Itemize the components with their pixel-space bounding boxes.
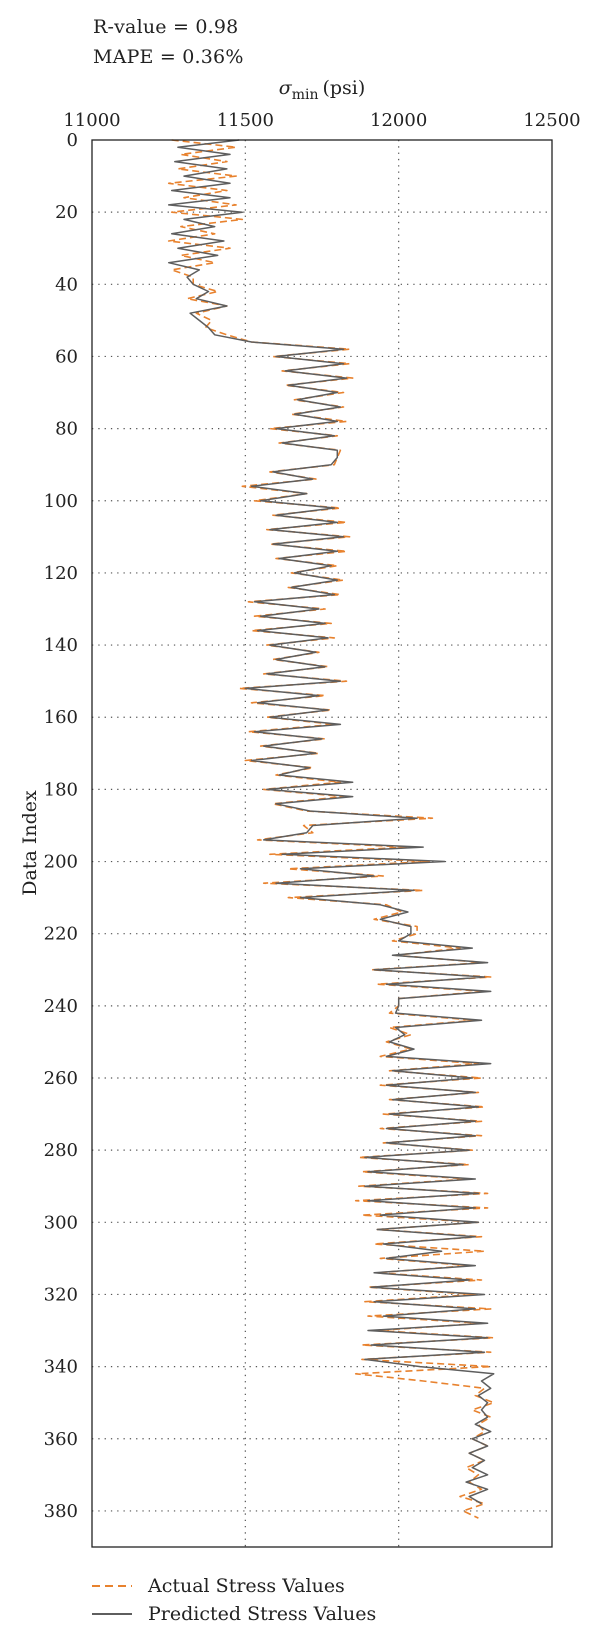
mape-text: MAPE = 0.36% (93, 46, 244, 68)
y-tick-label-100: 100 (44, 491, 78, 512)
y-tick-label-60: 60 (55, 346, 78, 367)
x-tick-label-12500: 12500 (523, 110, 580, 131)
y-tick-label-340: 340 (44, 1357, 78, 1378)
x-axis-unit: (psi) (322, 77, 365, 99)
x-axis-subscript: min (292, 87, 319, 103)
y-tick-label-380: 380 (44, 1501, 78, 1522)
series-group (167, 139, 495, 1519)
plot-frame (91, 139, 553, 1548)
x-axis-label: σmin (psi) (279, 77, 366, 103)
y-tick-label-0: 0 (67, 130, 78, 151)
legend-label-actual: Actual Stress Values (148, 1575, 345, 1597)
y-tick-label-80: 80 (55, 419, 78, 440)
x-axis-ticks: 11000 11500 12000 12500 (63, 110, 580, 131)
y-axis-ticks: 0 20 40 60 80 100 120 140 160 180 200 220 240 260 280 3… (44, 130, 78, 1522)
legend-item-predicted: Predicted Stress Values (92, 1602, 376, 1626)
y-tick-label-120: 120 (44, 563, 78, 584)
x-tick-label-11500: 11500 (217, 110, 274, 131)
y-tick-label-260: 260 (44, 1068, 78, 1089)
y-tick-label-180: 180 (44, 779, 78, 800)
y-tick-label-280: 280 (44, 1140, 78, 1161)
y-tick-label-300: 300 (44, 1212, 78, 1233)
legend-swatch-actual (92, 1585, 132, 1587)
y-tick-label-320: 320 (44, 1284, 78, 1305)
y-tick-label-240: 240 (44, 996, 78, 1017)
y-tick-label-140: 140 (44, 635, 78, 656)
x-tick-label-12000: 12000 (370, 110, 427, 131)
series-line-predicted (167, 139, 495, 1505)
legend-item-actual: Actual Stress Values (92, 1574, 345, 1598)
y-tick-label-20: 20 (55, 202, 78, 223)
y-tick-label-160: 160 (44, 707, 78, 728)
y-tick-label-220: 220 (44, 924, 78, 945)
grid-lines (92, 140, 552, 1547)
y-tick-label-200: 200 (44, 852, 78, 873)
r-value-text: R-value = 0.98 (93, 16, 239, 38)
y-axis-label: Data Index (19, 790, 41, 896)
y-tick-label-40: 40 (55, 274, 78, 295)
y-tick-label-360: 360 (44, 1429, 78, 1450)
x-axis-symbol: σ (279, 77, 293, 99)
x-tick-label-11000: 11000 (63, 110, 120, 131)
legend-label-predicted: Predicted Stress Values (148, 1603, 377, 1625)
legend-swatch-predicted (92, 1613, 132, 1615)
